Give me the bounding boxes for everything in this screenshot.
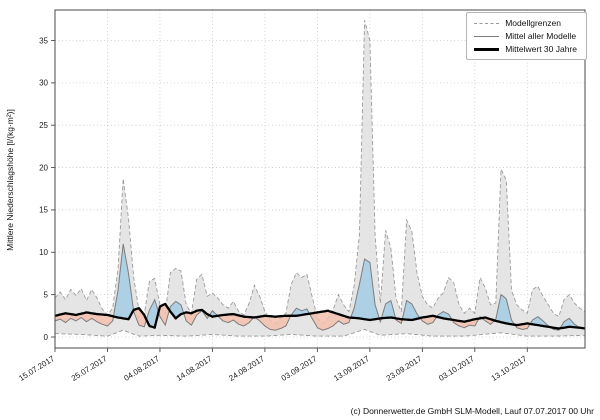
x-tick-label: 13.10.2017 — [490, 354, 529, 383]
solid-gray-line-icon — [474, 35, 500, 37]
legend-item-mittel-aller-modelle: Mittel aller Modelle — [474, 31, 577, 41]
y-tick-label: 10 — [39, 248, 48, 257]
y-tick-label: 15 — [39, 206, 48, 215]
x-tick-label: 25.07.2017 — [70, 354, 109, 383]
x-tick-label: 03.10.2017 — [437, 354, 476, 383]
x-tick-label: 14.08.2017 — [175, 354, 214, 383]
x-tick-label: 24.08.2017 — [227, 354, 266, 383]
legend-item-modellgrenzen: Modellgrenzen — [474, 18, 577, 28]
y-tick-label: 35 — [39, 36, 48, 45]
x-tick-label: 04.08.2017 — [122, 354, 161, 383]
y-tick-label: 25 — [39, 121, 48, 130]
model-range-band — [55, 20, 585, 337]
x-tick-label: 03.09.2017 — [280, 354, 319, 383]
legend-label-modellgrenzen: Modellgrenzen — [505, 18, 561, 28]
y-tick-label: 5 — [44, 290, 49, 299]
y-tick-label: 30 — [39, 79, 48, 88]
legend-label-mittel-aller-modelle: Mittel aller Modelle — [505, 31, 577, 41]
model-mean-line — [54, 243, 586, 331]
dashed-line-icon — [474, 22, 500, 24]
climate-mean-line — [54, 302, 586, 330]
plot-frame — [54, 9, 586, 349]
x-tick-label: 13.09.2017 — [332, 354, 371, 383]
x-tick-label: 15.07.2017 — [17, 354, 56, 383]
legend-item-mittelwert-30-jahre: Mittelwert 30 Jahre — [474, 44, 577, 54]
y-axis-label: Mittlere Niederschlagshöhe [l/(kg·m²)] — [5, 109, 15, 251]
thick-black-line-icon — [474, 47, 500, 51]
legend: Modellgrenzen Mittel aller Modelle Mitte… — [466, 12, 587, 60]
y-tick-label: 0 — [44, 333, 49, 342]
y-tick-label: 20 — [39, 163, 48, 172]
x-tick-label: 23.09.2017 — [385, 354, 424, 383]
copyright-caption: (c) Donnerwetter.de GmbH SLM-Modell, Lau… — [350, 406, 594, 416]
model-lower-boundary-line — [55, 328, 585, 337]
legend-label-mittelwert-30-jahre: Mittelwert 30 Jahre — [505, 44, 577, 54]
